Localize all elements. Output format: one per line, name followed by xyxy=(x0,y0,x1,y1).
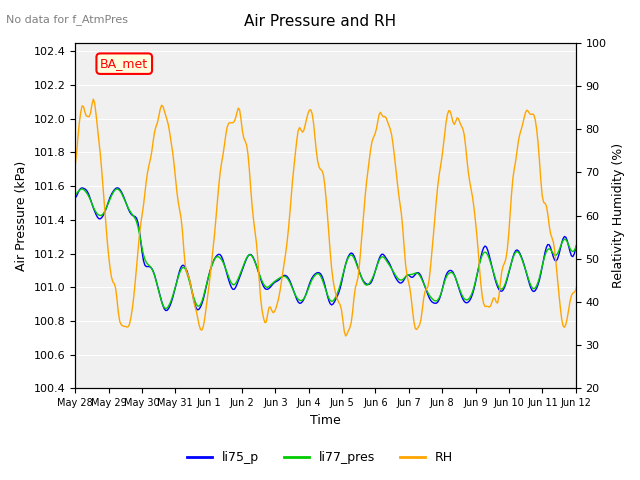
Legend: li75_p, li77_pres, RH: li75_p, li77_pres, RH xyxy=(182,446,458,469)
Text: Air Pressure and RH: Air Pressure and RH xyxy=(244,14,396,29)
X-axis label: Time: Time xyxy=(310,414,341,427)
Y-axis label: Air Pressure (kPa): Air Pressure (kPa) xyxy=(15,160,28,271)
Text: BA_met: BA_met xyxy=(100,57,148,70)
Text: No data for f_AtmPres: No data for f_AtmPres xyxy=(6,14,129,25)
Y-axis label: Relativity Humidity (%): Relativity Humidity (%) xyxy=(612,143,625,288)
